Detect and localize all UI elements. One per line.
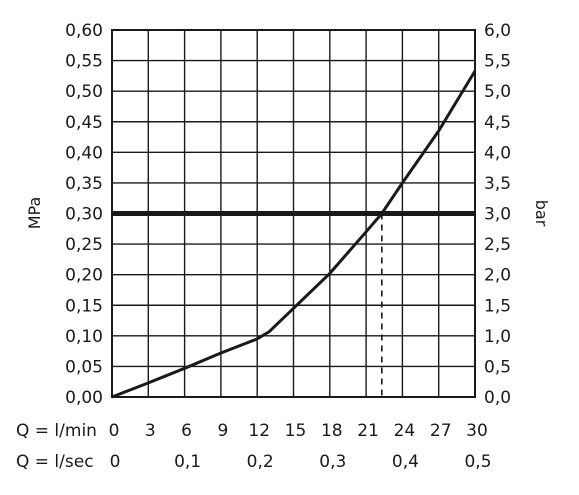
- y-left-tick-label: 0,40: [65, 143, 103, 163]
- x-row1-tick-label: 12: [248, 421, 270, 441]
- y-right-tick-label: 3,0: [484, 205, 511, 225]
- y-right-tick-label: 4,5: [484, 113, 511, 133]
- x-row2-tick-labels: 0 0,1 0,2 0,3 0,4 0,5: [110, 452, 492, 472]
- y-left-tick-label: 0,20: [65, 266, 103, 286]
- y-right-tick-label: 1,0: [484, 327, 511, 347]
- y-left-tick-label: 0,10: [65, 327, 103, 347]
- x-row2-tick-label: 0,1: [174, 452, 201, 472]
- y-right-tick-label: 5,0: [484, 82, 511, 102]
- y-left-tick-label: 0,05: [65, 357, 103, 377]
- y-left-tick-label: 0,50: [65, 82, 103, 102]
- y-left-tick-label: 0,35: [65, 174, 103, 194]
- x-row2-tick-label: 0,3: [319, 452, 346, 472]
- x-row1-tick-labels: 0 3 6 9 12 15 18 21 24 27 30: [109, 421, 488, 441]
- y-right-tick-label: 4,0: [484, 143, 511, 163]
- x-row1-tick-label: 27: [430, 421, 452, 441]
- x-row1-axis-title: Q = l/min: [16, 421, 97, 441]
- y-right-tick-label: 6,0: [484, 21, 511, 41]
- x-row2-axis-title: Q = l/sec: [16, 452, 94, 472]
- x-row1-tick-label: 24: [394, 421, 416, 441]
- y-left-tick-label: 0,00: [65, 388, 103, 408]
- x-row1-tick-label: 3: [145, 421, 156, 441]
- series-line: [111, 70, 477, 399]
- y-right-tick-label: 2,5: [484, 235, 511, 255]
- x-row1-tick-label: 21: [357, 421, 379, 441]
- x-row1-tick-label: 9: [217, 421, 228, 441]
- y-right-tick-label: 0,5: [484, 357, 511, 377]
- x-row1-tick-label: 30: [466, 421, 488, 441]
- x-row2-tick-label: 0,5: [464, 452, 491, 472]
- y-right-tick-labels: 0,0 0,5 1,0 1,5 2,0 2,5 3,0 3,5 4,0 4,5 5,0 5,5 6,0: [484, 21, 511, 408]
- y-left-tick-label: 0,30: [65, 205, 103, 225]
- y-left-tick-label: 0,25: [65, 235, 103, 255]
- x-row1-tick-label: 0: [109, 421, 120, 441]
- x-row2-tick-label: 0: [110, 452, 121, 472]
- x-row1-tick-label: 18: [321, 421, 343, 441]
- y-right-tick-label: 2,0: [484, 266, 511, 286]
- y-left-tick-label: 0,45: [65, 113, 103, 133]
- x-row1-tick-label: 15: [285, 421, 307, 441]
- x-row1-tick-label: 6: [181, 421, 192, 441]
- y-left-tick-label: 0,60: [65, 21, 103, 41]
- x-row2-tick-label: 0,2: [247, 452, 274, 472]
- y-left-tick-labels: 0,00 0,05 0,10 0,15 0,20 0,25 0,30 0,35 0,40 0,45…: [65, 21, 103, 408]
- y-right-tick-label: 1,5: [484, 296, 511, 316]
- y-right-tick-label: 0,0: [484, 388, 511, 408]
- y-right-axis-title: bar: [532, 200, 551, 227]
- y-left-tick-label: 0,55: [65, 52, 103, 72]
- y-right-tick-label: 3,5: [484, 174, 511, 194]
- x-row2-tick-label: 0,4: [392, 452, 419, 472]
- y-left-axis-title: MPa: [25, 197, 44, 230]
- y-right-tick-label: 5,5: [484, 52, 511, 72]
- y-left-tick-label: 0,15: [65, 296, 103, 316]
